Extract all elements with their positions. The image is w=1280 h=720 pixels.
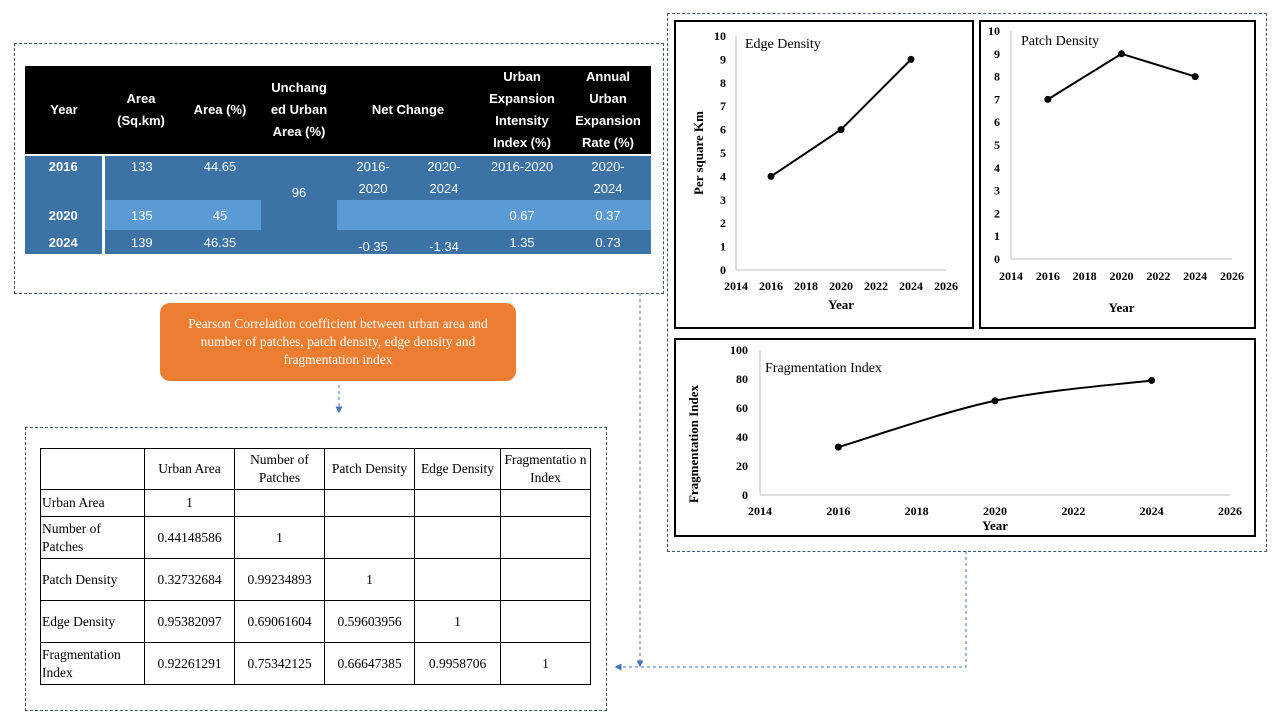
table-row: Number of Patches 0.44148586 1 [40,516,591,559]
column-header: Fragmentatio n Index [500,448,591,490]
value-cell: 0.99234893 [234,558,325,601]
net-cell: -1.34 [409,230,480,254]
pearson-box-text: Pearson Correlation coefficient between … [188,316,488,367]
value-cell [414,489,501,517]
column-header: Urban Area [144,448,235,490]
header-area-sqkm: Area (Sq.km) [103,66,179,155]
table-row: 2016 133 44.65 96 2016- 2020 2020- 2024 20… [25,154,652,230]
table-row: Urban Area Number of Patches Patch Densi… [40,448,591,490]
table-row: Edge Density 0.95382097 0.69061604 0.596… [40,600,591,643]
value-cell: 1 [324,558,415,601]
row-label: Number of Patches [40,516,145,559]
value-cell [500,600,591,643]
value-cell: 0.75342125 [234,642,325,685]
table-row: Patch Density 0.32732684 0.99234893 1 [40,558,591,601]
row-label: Patch Density [40,558,145,601]
row-label: Fragmentation Index [40,642,145,685]
net-period-1: 2016- 2020 [337,154,409,200]
value-cell: 0.95382097 [144,600,235,643]
fragmentation-chart-frame [674,338,1256,537]
correlation-table: Urban Area Number of Patches Patch Densi… [40,448,591,685]
value-cell [234,489,325,517]
header-area-pct: Area (%) [179,66,261,155]
area-pct-cell: 44.65 [179,154,261,200]
net-cell [409,200,480,230]
header-annual-rate: Annual Urban Expansion Rate (%) [565,66,652,155]
area-cell: 135 [103,200,179,230]
value-cell: 0.92261291 [144,642,235,685]
intensity-cell: 1.35 [479,230,566,254]
urban-table-container [14,43,664,294]
year-cell: 2024 [25,230,105,254]
area-pct-cell: 46.35 [179,230,261,254]
annual-rate-cell: 0.73 [565,230,652,254]
value-cell: 1 [500,642,591,685]
pearson-box: Pearson Correlation coefficient between … [160,303,516,381]
column-header: Patch Density [324,448,415,490]
header-unchanged: Unchang ed Urban Area (%) [261,66,337,155]
value-cell: 0.59603956 [324,600,415,643]
net-period-2: 2020- 2024 [409,154,480,200]
correlation-container [25,427,607,711]
value-cell: 1 [414,600,501,643]
unchanged-cell [261,230,337,254]
year-cell: 2016 [25,154,105,200]
table-row: Urban Area 1 [40,489,591,517]
header-net-change: Net Change [337,66,480,155]
table-row: 2020 135 45 0.67 0.37 [25,200,652,230]
area-cell: 133 [103,154,179,200]
intensity-cell: 0.67 [479,200,566,230]
value-cell [414,516,501,559]
value-cell: 1 [144,489,235,517]
value-cell: 0.9958706 [414,642,501,685]
value-cell [324,516,415,559]
column-header: Edge Density [414,448,501,490]
value-cell [500,489,591,517]
value-cell [414,558,501,601]
value-cell [324,489,415,517]
unchanged-cell: 96 [261,154,337,230]
header-year: Year [25,66,103,155]
intensity-period: 2016-2020 [479,154,566,200]
table-row: Fragmentation Index 0.92261291 0.7534212… [40,642,591,685]
row-label: Edge Density [40,600,145,643]
edge-density-chart-frame [674,20,974,329]
connector-charts-to-table [614,551,967,671]
row-label: Urban Area [40,489,145,517]
corner-cell [40,448,145,490]
value-cell: 0.66647385 [324,642,415,685]
patch-density-chart-frame [979,20,1256,329]
column-header: Number of Patches [234,448,325,490]
value-cell: 0.44148586 [144,516,235,559]
value-cell [500,516,591,559]
net-cell: -0.35 [337,230,409,254]
charts-container [667,13,1267,552]
net-cell [337,200,409,230]
value-cell [500,558,591,601]
year-cell: 2020 [25,200,105,230]
urban-expansion-table: Year Area (Sq.km) Area (%) Unchang ed Urba… [25,66,652,254]
header-intensity: Urban Expansion Intensity Index (%) [479,66,566,155]
table-row: 2024 139 46.35 -0.35 -1.34 1.35 0.73 [25,230,652,254]
area-pct-cell: 45 [179,200,261,230]
area-cell: 139 [103,230,179,254]
value-cell: 0.69061604 [234,600,325,643]
value-cell: 1 [234,516,325,559]
annual-rate-cell: 0.37 [565,200,652,230]
value-cell: 0.32732684 [144,558,235,601]
annual-period: 2020- 2024 [565,154,652,200]
